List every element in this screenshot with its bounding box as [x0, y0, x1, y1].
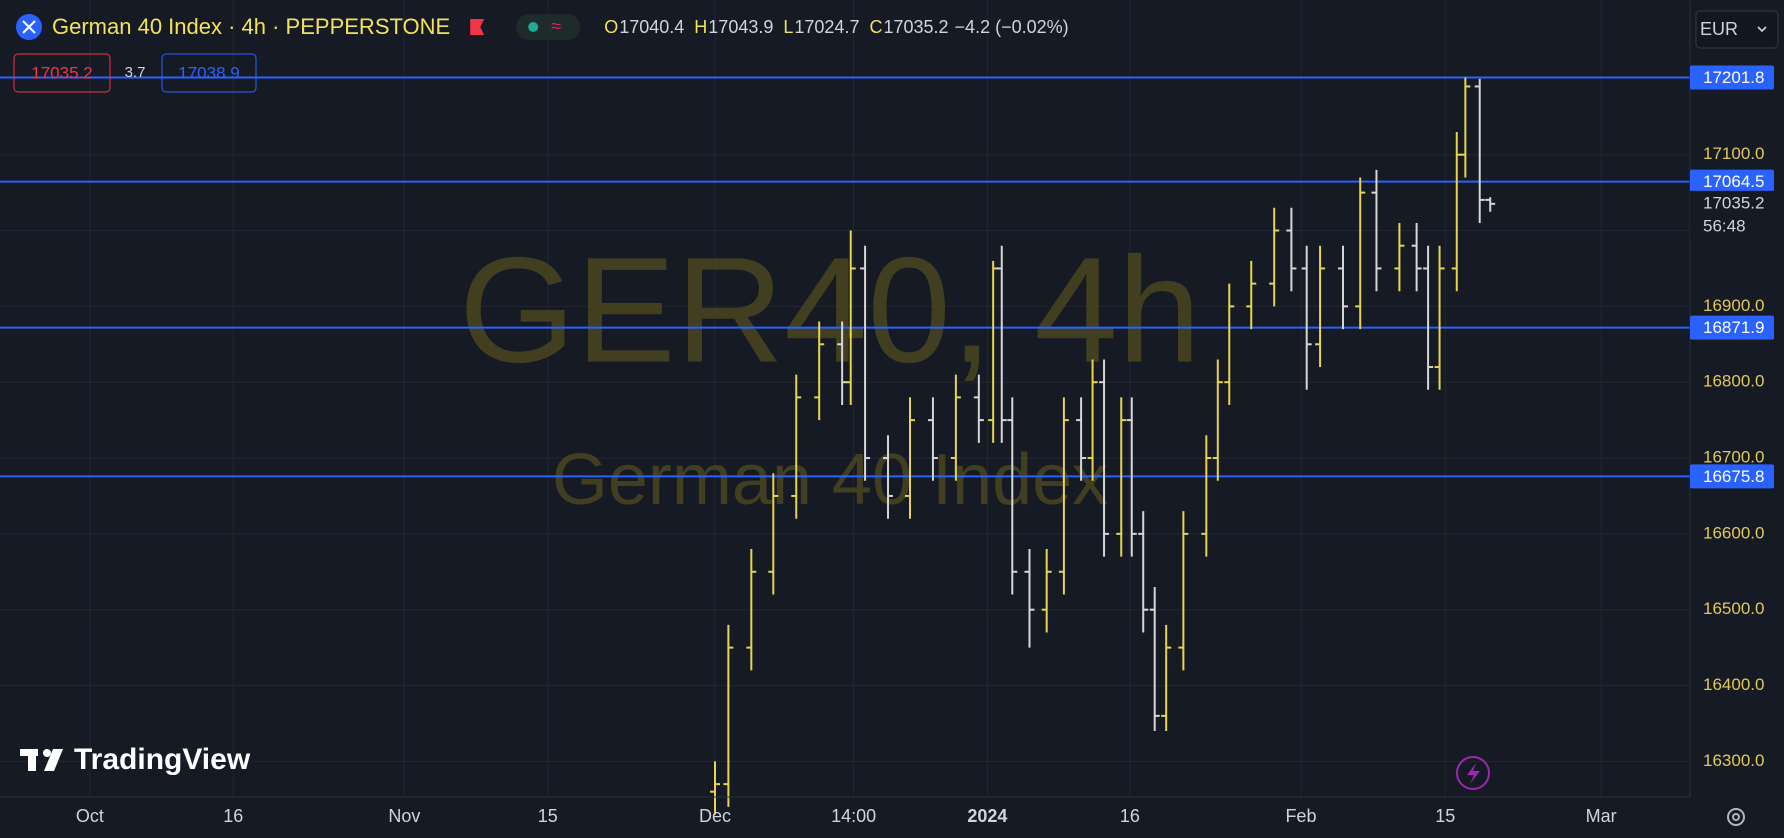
legend-label: O: [604, 17, 618, 37]
price-line-label-bg: [1690, 169, 1774, 194]
legend-value: 17043.9: [708, 17, 773, 37]
price-line-label: 17201.8: [1703, 68, 1764, 87]
y-tick-label: 16600.0: [1703, 523, 1764, 542]
flag-icon[interactable]: [470, 19, 485, 35]
sell-button[interactable]: [13, 53, 111, 93]
bars: [710, 77, 1496, 815]
settings-icon: [1732, 813, 1740, 821]
settings-button[interactable]: [1727, 808, 1745, 826]
legend-label: C: [869, 17, 882, 37]
price-line-label-bg: [1690, 65, 1774, 90]
y-tick-label: 16300.0: [1703, 751, 1764, 770]
data-status: ≈: [551, 16, 561, 36]
status-pill[interactable]: [516, 14, 581, 40]
x-tick-label: 15: [538, 806, 558, 826]
price-line-label-bg: [1690, 464, 1774, 489]
y-tick-label: 16400.0: [1703, 675, 1764, 694]
alert-icon: [1467, 763, 1480, 784]
last-price-bg: [1690, 190, 1774, 239]
watermark-subtitle: German 40 Index: [552, 440, 1108, 520]
alert-button[interactable]: [1456, 756, 1490, 790]
brand: TradingView: [74, 743, 251, 776]
x-tick-label: Mar: [1586, 806, 1617, 826]
watermark: GER40, 4h: [459, 226, 1201, 394]
x-tick-label: 16: [1120, 806, 1140, 826]
legend-value: 17040.4: [619, 17, 684, 37]
chart-title[interactable]: German 40 Index · 4h · PEPPERSTONE: [52, 14, 450, 39]
last-price: 17035.2: [1703, 193, 1764, 212]
legend-label: L: [783, 17, 793, 37]
price-lines: [0, 76, 1690, 478]
axes: 16300.0 16400.0 16500.0 16600.0 16700.0 16800…: [76, 65, 1774, 826]
price-line-label-bg: [1690, 315, 1774, 340]
buy-price[interactable]: 17038.9: [178, 63, 239, 82]
price-line-label: 17064.5: [1703, 172, 1764, 191]
sell-price[interactable]: 17035.2: [31, 63, 92, 82]
legend-label: H: [694, 17, 707, 37]
x-tick-label: 15: [1435, 806, 1455, 826]
legend-value: 17035.2: [883, 17, 948, 37]
currency-select[interactable]: [1695, 10, 1779, 49]
x-tick-label: 2024: [967, 806, 1007, 826]
dropdown-arrow: [1757, 26, 1767, 33]
x-tick-label: Oct: [76, 806, 104, 826]
brand-logo: [20, 749, 63, 771]
y-tick-label: 16900.0: [1703, 296, 1764, 315]
y-tick-label: 17100.0: [1703, 144, 1764, 163]
price-line-label: 16675.8: [1703, 467, 1764, 486]
symbol-icon-glyph: [22, 20, 36, 34]
x-tick-label: Feb: [1285, 806, 1316, 826]
legend-change: −4.2 (−0.02%): [955, 17, 1069, 37]
market-status: [528, 22, 539, 32]
currency[interactable]: EUR: [1700, 19, 1738, 39]
y-tick-label: 16500.0: [1703, 599, 1764, 618]
x-tick-label: Nov: [388, 806, 420, 826]
y-tick-label: 16700.0: [1703, 448, 1764, 467]
countdown: 56:48: [1703, 216, 1746, 235]
x-tick-label: Dec: [699, 806, 731, 826]
ohlc-legend: O 17040.4 H 17043.9 L 17024.7 C 17035.2 −4.2 (−0…: [604, 17, 1068, 37]
price-line-label: 16871.9: [1703, 318, 1764, 337]
spread: 3.7: [125, 64, 146, 81]
buy-button[interactable]: [161, 53, 257, 93]
legend-value: 17024.7: [794, 17, 859, 37]
y-tick-label: 16800.0: [1703, 372, 1764, 391]
x-tick-label: 14:00: [831, 806, 876, 826]
x-tick-label: 16: [223, 806, 243, 826]
